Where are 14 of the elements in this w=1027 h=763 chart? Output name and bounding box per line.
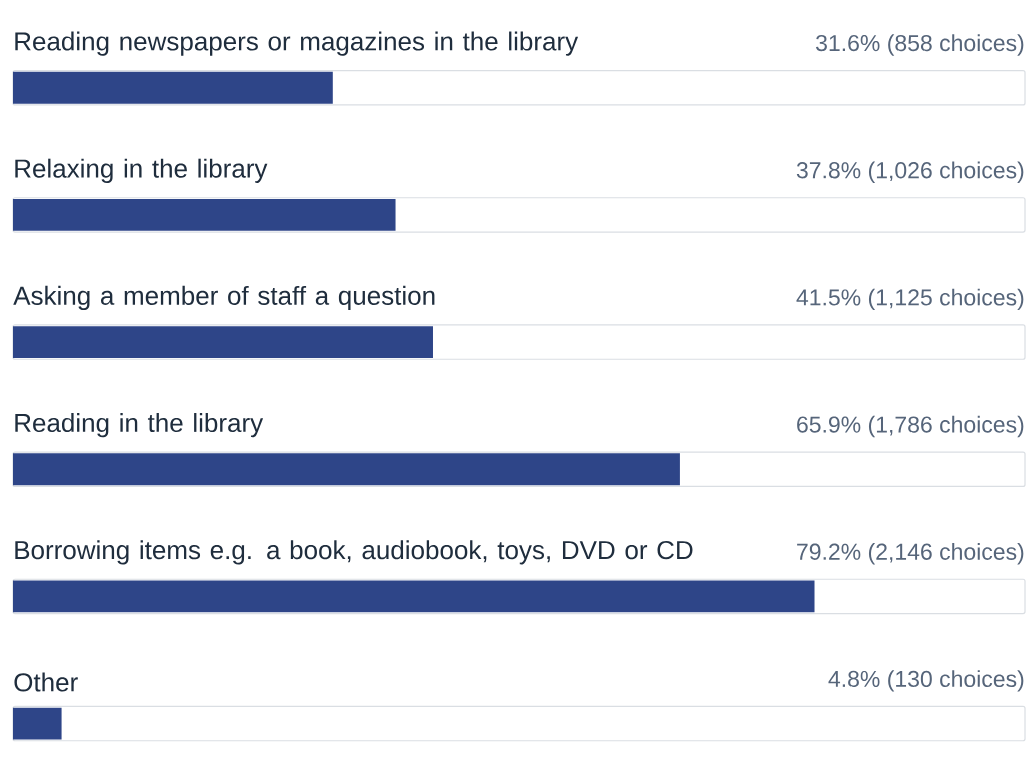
- data-label: 65.9% (1,786 choices): [797, 415, 1024, 438]
- y-tick-label: Relaxing in the library: [15, 158, 268, 183]
- data-label: 4.8% (130 choices): [828, 670, 1024, 692]
- y-tick-label: Reading in the library: [15, 413, 264, 438]
- y-tick-label: Reading newspapers or magazines in the library: [15, 31, 579, 56]
- y-tick-label: Borrowing items e.g. a book, audiobook, toys, DVD or CD: [15, 540, 693, 565]
- bar: [13, 707, 62, 740]
- data-label: 37.8% (1,026 choices): [796, 161, 1024, 183]
- y-tick-label: Other: [14, 672, 78, 692]
- data-label: 41.5% (1,125 choices): [796, 288, 1024, 311]
- data-label: 31.6% (858 choices): [816, 34, 1024, 56]
- data-label: 79.2% (2,146 choices): [797, 543, 1024, 565]
- y-tick-label: Asking a member of staff a question: [13, 285, 435, 311]
- bar: [13, 71, 333, 104]
